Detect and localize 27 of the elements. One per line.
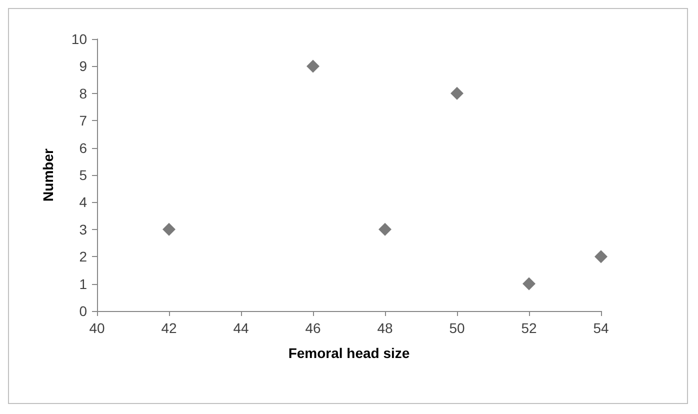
y-tick-label: 1 xyxy=(79,276,88,292)
y-tick-label: 5 xyxy=(79,167,88,183)
x-tick-label: 46 xyxy=(305,320,321,336)
point xyxy=(378,222,392,236)
point xyxy=(450,86,464,100)
x-tick-label: 50 xyxy=(449,320,465,336)
y-tick-label: 7 xyxy=(79,112,88,129)
x-axis-title: Femoral head size xyxy=(288,345,410,361)
y-tick-label: 9 xyxy=(79,58,88,74)
point xyxy=(162,222,176,236)
x-tick-label: 44 xyxy=(233,320,249,336)
x-tick-label: 54 xyxy=(593,320,609,336)
y-tick-label: 10 xyxy=(71,31,88,47)
point xyxy=(522,277,536,290)
x-tick-label: 40 xyxy=(89,320,105,336)
y-tick-label: 8 xyxy=(79,85,88,102)
point xyxy=(306,60,320,73)
x-tick-label: 48 xyxy=(377,320,393,336)
y-tick-label: 3 xyxy=(79,221,88,238)
y-tick-label: 0 xyxy=(79,303,88,319)
y-axis-title: Number xyxy=(40,148,56,202)
y-tick-label: 6 xyxy=(79,140,88,156)
x-tick-label: 52 xyxy=(521,320,537,336)
y-tick-label: 2 xyxy=(79,248,88,265)
point xyxy=(594,250,608,264)
x-tick-label: 42 xyxy=(161,320,177,336)
y-tick-label: 4 xyxy=(79,194,88,210)
